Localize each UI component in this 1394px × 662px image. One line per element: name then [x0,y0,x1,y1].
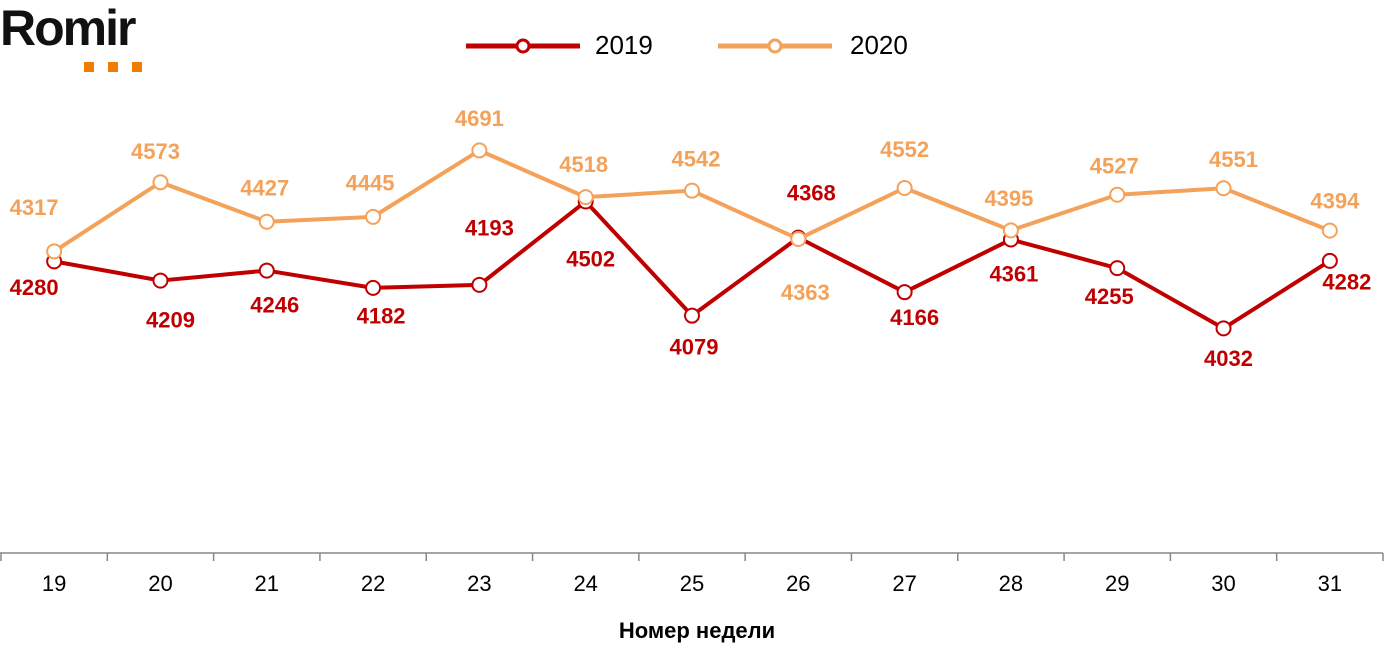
data-label: 4361 [989,261,1038,286]
x-tick-label: 28 [999,571,1023,596]
x-tick-label: 25 [680,571,704,596]
data-label: 4527 [1090,154,1139,179]
point [896,179,913,196]
point [471,142,488,159]
point [1321,222,1338,239]
data-label: 4166 [890,305,939,330]
data-label: 4551 [1209,147,1258,172]
data-label: 4363 [781,280,830,305]
data-label: 4502 [566,246,615,271]
point [790,230,807,247]
data-label: 4691 [455,106,504,131]
legend-label: 2019 [595,30,653,60]
data-label: 4193 [465,216,514,241]
point [1002,222,1019,239]
x-tick-label: 19 [42,571,66,596]
x-tick-label: 27 [892,571,916,596]
logo: Romir [0,0,136,56]
point [365,208,382,225]
data-label: 4427 [240,176,289,201]
point [1215,320,1232,337]
point [1109,260,1126,277]
x-tick-label: 30 [1211,571,1235,596]
data-label: 4182 [357,304,406,329]
logo-dot [108,62,118,72]
legend-label: 2020 [850,30,908,60]
point [1109,186,1126,203]
data-label: 4255 [1085,284,1134,309]
point [46,243,63,260]
x-tick-label: 29 [1105,571,1129,596]
data-label: 4395 [984,186,1033,211]
point [365,279,382,296]
data-label: 4209 [146,307,195,332]
legend-marker [767,38,783,54]
data-label: 4282 [1322,270,1371,295]
data-label: 4032 [1204,346,1253,371]
data-label: 4246 [250,292,299,317]
point [152,272,169,289]
point [896,284,913,301]
x-axis-title: Номер недели [619,618,775,643]
x-tick-label: 21 [255,571,279,596]
logo-dot [132,62,142,72]
data-label: 4445 [346,171,395,196]
x-tick-label: 20 [148,571,172,596]
x-tick-label: 31 [1318,571,1342,596]
point [684,307,700,324]
data-label: 4518 [559,152,608,177]
data-label: 4542 [672,146,721,171]
data-label: 4552 [880,137,929,162]
logo-dot [84,62,94,72]
point [684,182,700,199]
point [1321,252,1338,269]
point [258,262,275,279]
x-tick-label: 23 [467,571,491,596]
point [471,276,488,293]
data-label: 4368 [787,180,836,205]
data-label: 4317 [10,195,59,220]
x-tick-label: 22 [361,571,385,596]
data-label: 4079 [670,334,719,359]
point [1215,180,1232,197]
data-label: 4573 [131,139,180,164]
data-label: 4280 [10,275,59,300]
legend-marker [515,38,531,54]
x-tick-label: 24 [573,571,597,596]
point [258,213,275,230]
point [577,189,594,206]
data-label: 4394 [1310,188,1360,213]
point [152,174,169,191]
x-tick-label: 26 [786,571,810,596]
